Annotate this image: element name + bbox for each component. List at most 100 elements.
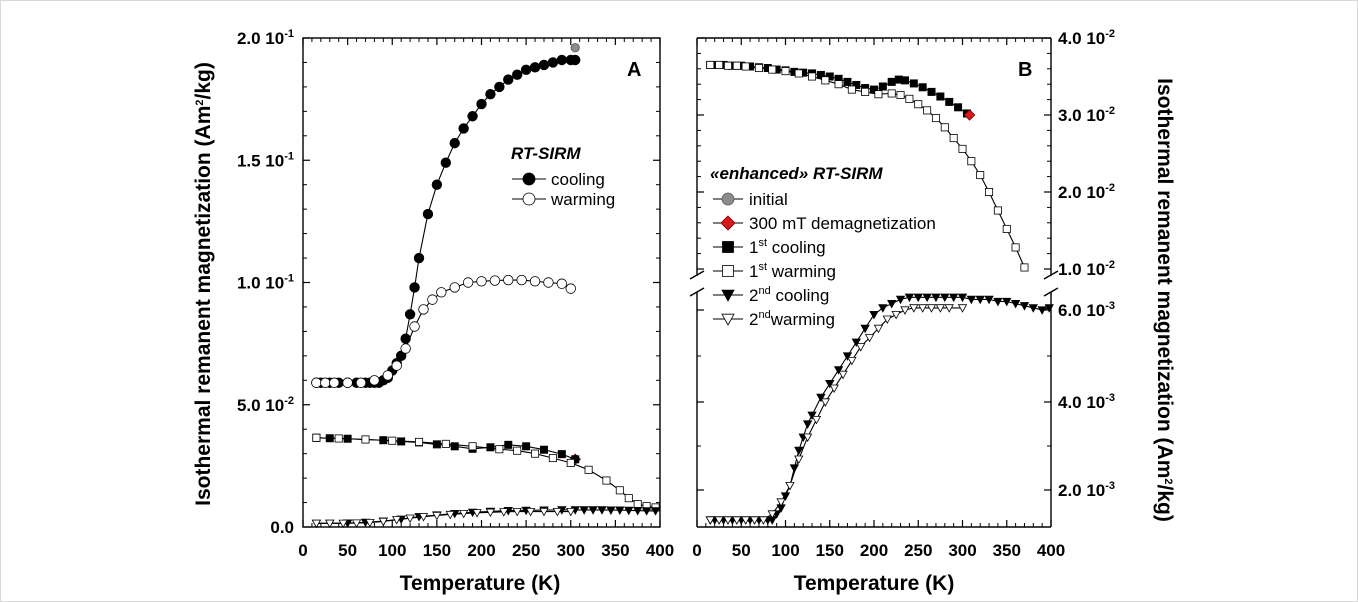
data-point-cooling bbox=[409, 282, 420, 293]
x-axis-title-a: Temperature (K) bbox=[400, 572, 561, 595]
y-tick-label-b: 6.0 10-3 bbox=[1058, 300, 1115, 320]
data-point-b-1st-cooling bbox=[852, 80, 861, 89]
data-point-b-1st-warming bbox=[887, 89, 896, 98]
data-point-1st-warming bbox=[312, 433, 321, 442]
data-point-b-2nd-cooling bbox=[940, 293, 950, 303]
data-point-1st-warming bbox=[615, 486, 624, 495]
data-point-b-1st-warming bbox=[821, 76, 830, 85]
x-tick-label-b: 400 bbox=[1037, 541, 1065, 560]
data-point-1st-cooling bbox=[450, 442, 459, 451]
data-point-b-2nd-cooling bbox=[842, 352, 853, 361]
data-point-cooling bbox=[458, 123, 469, 134]
data-point-b-2nd-warming bbox=[864, 333, 875, 343]
data-point-b-2nd-cooling bbox=[904, 293, 915, 303]
data-point-1st-warming bbox=[415, 437, 424, 446]
data-point-b-1st-warming bbox=[834, 80, 843, 89]
x-tick-label-b: 0 bbox=[692, 541, 701, 560]
data-point-b-2nd-cooling bbox=[957, 293, 968, 303]
data-point-cooling bbox=[538, 59, 550, 71]
data-point-1st-warming bbox=[513, 446, 522, 455]
data-point-1st-cooling bbox=[432, 440, 441, 449]
x-tick-label-a: 300 bbox=[557, 541, 585, 560]
data-point-1st-warming bbox=[495, 445, 504, 454]
panel-b-markers bbox=[705, 60, 1054, 525]
data-point-b-2nd-warming bbox=[900, 306, 910, 315]
data-point-1st-warming bbox=[531, 449, 540, 458]
y-tick-label-a: 5.0 10-2 bbox=[237, 395, 294, 415]
axis-break-left-1 bbox=[689, 270, 705, 280]
legend-b-marker bbox=[722, 265, 734, 277]
data-point-2nd-warming bbox=[445, 510, 455, 520]
data-point-cooling bbox=[400, 333, 411, 344]
data-point-b-2nd-cooling bbox=[895, 295, 906, 305]
data-point-b-1st-warming bbox=[768, 65, 777, 74]
data-point-b-1st-warming bbox=[808, 72, 817, 81]
data-point-b-2nd-cooling bbox=[833, 366, 844, 375]
data-point-b-2nd-warming bbox=[811, 415, 822, 425]
data-point-b-2nd-cooling bbox=[966, 295, 977, 305]
data-point-b-1st-warming bbox=[896, 90, 905, 99]
data-point-1st-cooling bbox=[397, 437, 406, 446]
data-point-warming bbox=[529, 276, 541, 287]
data-point-b-1st-cooling bbox=[936, 92, 945, 101]
data-point-warming bbox=[418, 304, 429, 315]
data-point-b-1st-warming bbox=[967, 157, 976, 166]
y-tick-label-b: 2.0 10-2 bbox=[1058, 182, 1115, 202]
panel-a-markers bbox=[311, 43, 661, 529]
data-point-b-1st-warming bbox=[723, 61, 732, 70]
data-point-warming bbox=[476, 276, 487, 287]
x-tick-label-b: 50 bbox=[732, 541, 751, 560]
data-point-warming bbox=[556, 278, 568, 289]
data-point-1st-warming bbox=[584, 465, 593, 474]
data-point-b-2nd-warming bbox=[909, 304, 919, 313]
data-point-2nd-cooling bbox=[633, 507, 643, 516]
data-point-b-2nd-cooling bbox=[794, 446, 804, 456]
data-point-1st-warming bbox=[602, 476, 611, 485]
panel-a-series-lines bbox=[316, 59, 656, 524]
data-point-b-1st-warming bbox=[905, 94, 914, 103]
y-tick-label-b: 1.0 10-2 bbox=[1058, 259, 1115, 279]
x-tick-label-a: 250 bbox=[512, 541, 540, 560]
data-point-b-2nd-warming bbox=[882, 315, 892, 325]
data-point-b-1st-cooling bbox=[945, 97, 954, 106]
data-point-warming bbox=[516, 274, 527, 286]
data-point-b-2nd-cooling bbox=[1010, 300, 1021, 309]
data-point-b-2nd-cooling bbox=[922, 293, 932, 303]
data-point-warming bbox=[436, 287, 447, 298]
data-point-cooling bbox=[404, 309, 416, 320]
data-point-2nd-warming bbox=[512, 507, 522, 517]
legend-b-marker bbox=[722, 241, 734, 253]
data-point-2nd-cooling bbox=[624, 506, 634, 516]
data-point-b-2nd-cooling bbox=[913, 293, 923, 303]
x-tick-label-a: 150 bbox=[423, 541, 451, 560]
legend-b-label: 300 mT demagnetization bbox=[749, 214, 936, 233]
data-point-warming bbox=[329, 377, 340, 388]
data-point-warming bbox=[565, 283, 576, 294]
legend-b-marker bbox=[720, 215, 736, 231]
data-point-initial bbox=[570, 43, 580, 53]
legend-a-marker bbox=[522, 172, 536, 186]
data-point-1st-warming bbox=[334, 434, 343, 443]
data-point-cooling bbox=[485, 89, 496, 100]
data-point-b-2nd-warming bbox=[856, 343, 866, 352]
axis-break-left-2 bbox=[689, 287, 705, 297]
data-point-b-2nd-warming bbox=[705, 516, 715, 525]
data-point-b-2nd-cooling bbox=[993, 297, 1003, 307]
data-point-b-1st-cooling bbox=[887, 77, 896, 86]
data-point-b-2nd-cooling bbox=[802, 420, 813, 429]
data-point-warming bbox=[355, 377, 367, 388]
data-point-b-1st-warming bbox=[993, 206, 1002, 215]
x-tick-label-b: 300 bbox=[948, 541, 976, 560]
y-tick-label-b: 2.0 10-3 bbox=[1058, 480, 1115, 500]
data-point-b-1st-warming bbox=[847, 85, 856, 94]
data-point-2nd-warming bbox=[472, 509, 482, 518]
data-point-2nd-warming bbox=[351, 519, 362, 528]
data-point-b-2nd-cooling bbox=[1037, 306, 1047, 315]
y-tick-label-b: 4.0 10-2 bbox=[1058, 28, 1115, 48]
legend-b-title: «enhanced» RT-SIRM bbox=[710, 164, 883, 183]
data-point-1st-warming bbox=[441, 439, 450, 448]
x-tick-label-b: 350 bbox=[993, 541, 1021, 560]
data-point-b-1st-warming bbox=[931, 114, 940, 123]
data-point-cooling bbox=[503, 74, 514, 85]
